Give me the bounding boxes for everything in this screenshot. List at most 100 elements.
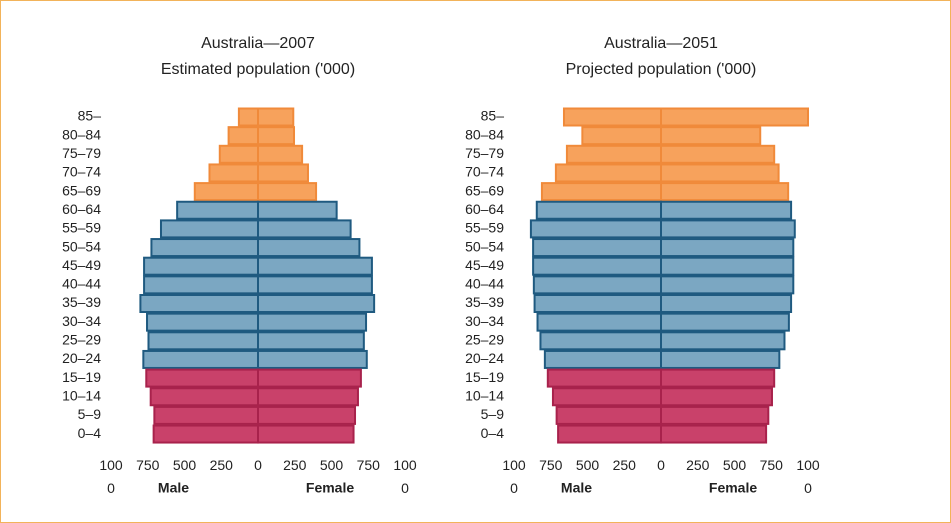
category-label: 0–4 — [78, 425, 102, 441]
bar-male — [532, 275, 662, 295]
bar-male — [150, 238, 259, 258]
series-label: Female — [306, 480, 354, 496]
x-tick-label: 250 — [686, 457, 710, 473]
x-tick-label: 250 — [612, 457, 636, 473]
bar-female — [257, 387, 359, 407]
bar-male — [159, 219, 259, 239]
bar-male — [533, 294, 663, 313]
bar-female — [660, 200, 793, 220]
category-label: 20–24 — [62, 350, 101, 366]
bar-female — [660, 387, 773, 407]
bar-male — [237, 107, 259, 127]
bar-male — [535, 200, 662, 220]
bar-female — [257, 163, 309, 183]
chart-subtitle: Estimated population ('000) — [161, 61, 355, 78]
bar-female — [257, 238, 361, 258]
category-label: 65–69 — [62, 182, 101, 198]
bar-male — [532, 256, 662, 276]
category-label: 70–74 — [62, 164, 101, 180]
series-label: Male — [158, 480, 189, 496]
category-label: 85– — [78, 108, 102, 124]
category-label: 40–44 — [465, 276, 504, 292]
x-tick-label: 750 — [356, 457, 380, 473]
bar-female — [257, 256, 373, 276]
bar-male — [536, 312, 663, 332]
bar-male — [208, 163, 260, 183]
bar-male — [562, 107, 662, 127]
bar-male — [145, 368, 259, 388]
category-label: 50–54 — [465, 238, 504, 254]
category-label: 45–49 — [62, 257, 101, 273]
bar-male — [143, 256, 259, 276]
bar-female — [257, 275, 373, 295]
bar-female — [257, 126, 296, 146]
bar-male — [146, 312, 259, 332]
chart-title: Australia—2007 — [201, 35, 315, 52]
category-label: 20–24 — [465, 350, 504, 366]
category-label: 60–64 — [62, 201, 101, 217]
chart-subtitle: Projected population ('000) — [566, 61, 757, 78]
category-label: 30–34 — [62, 313, 101, 329]
category-label: 5–9 — [78, 406, 102, 422]
category-label: 75–79 — [62, 145, 101, 161]
category-label: 45–49 — [465, 257, 504, 273]
bar-female — [257, 107, 295, 127]
category-label: 80–84 — [465, 126, 504, 142]
bar-male — [540, 182, 662, 202]
category-label: 10–14 — [62, 387, 101, 403]
x-tick-label: 750 — [759, 457, 783, 473]
bar-male — [176, 200, 259, 220]
bar-male — [565, 144, 662, 164]
category-label: 85– — [481, 108, 505, 124]
category-label: 10–14 — [465, 387, 504, 403]
category-label: 40–44 — [62, 276, 101, 292]
bar-female — [660, 107, 809, 127]
bar-male — [557, 424, 662, 444]
category-label: 15–19 — [62, 369, 101, 385]
bar-male — [543, 349, 662, 369]
category-label: 5–9 — [481, 406, 505, 422]
category-label: 55–59 — [62, 220, 101, 236]
category-label: 70–74 — [465, 164, 504, 180]
category-label: 60–64 — [465, 201, 504, 217]
bar-male — [581, 126, 662, 146]
chart-title: Australia—2051 — [604, 35, 718, 52]
bar-male — [551, 387, 663, 407]
x-tick-label: 500 — [319, 457, 344, 473]
bar-male — [554, 163, 663, 183]
bar-female — [660, 126, 762, 146]
bar-male — [555, 405, 663, 425]
bar-female — [257, 312, 368, 332]
category-label: 50–54 — [62, 238, 101, 254]
bar-female — [660, 424, 768, 444]
bar-female — [660, 331, 786, 351]
bar-female — [660, 368, 776, 388]
bar-female — [257, 294, 376, 313]
bar-male — [143, 275, 259, 295]
category-label: 75–79 — [465, 145, 504, 161]
x-tick-label: 750 — [136, 457, 160, 473]
x-tick-label: 750 — [539, 457, 563, 473]
x-tick-label: 500 — [722, 457, 747, 473]
x-tick-label: 0 — [254, 457, 262, 473]
category-label: 35–39 — [62, 294, 101, 310]
bar-female — [660, 275, 795, 295]
bar-female — [660, 182, 790, 202]
x-tick-label: 1000 — [393, 457, 417, 496]
bar-female — [660, 349, 781, 369]
category-label: 15–19 — [465, 369, 504, 385]
category-label: 30–34 — [465, 313, 504, 329]
bar-male — [529, 219, 663, 239]
bar-male — [152, 424, 260, 444]
bar-female — [660, 256, 795, 276]
bar-female — [660, 312, 790, 332]
bar-female — [257, 200, 338, 220]
bar-male — [149, 387, 259, 407]
bar-female — [660, 144, 776, 164]
bar-male — [218, 144, 259, 164]
bar-female — [660, 163, 780, 183]
x-tick-label: 1000 — [502, 457, 526, 496]
series-label: Female — [709, 480, 757, 496]
bar-female — [257, 405, 357, 425]
